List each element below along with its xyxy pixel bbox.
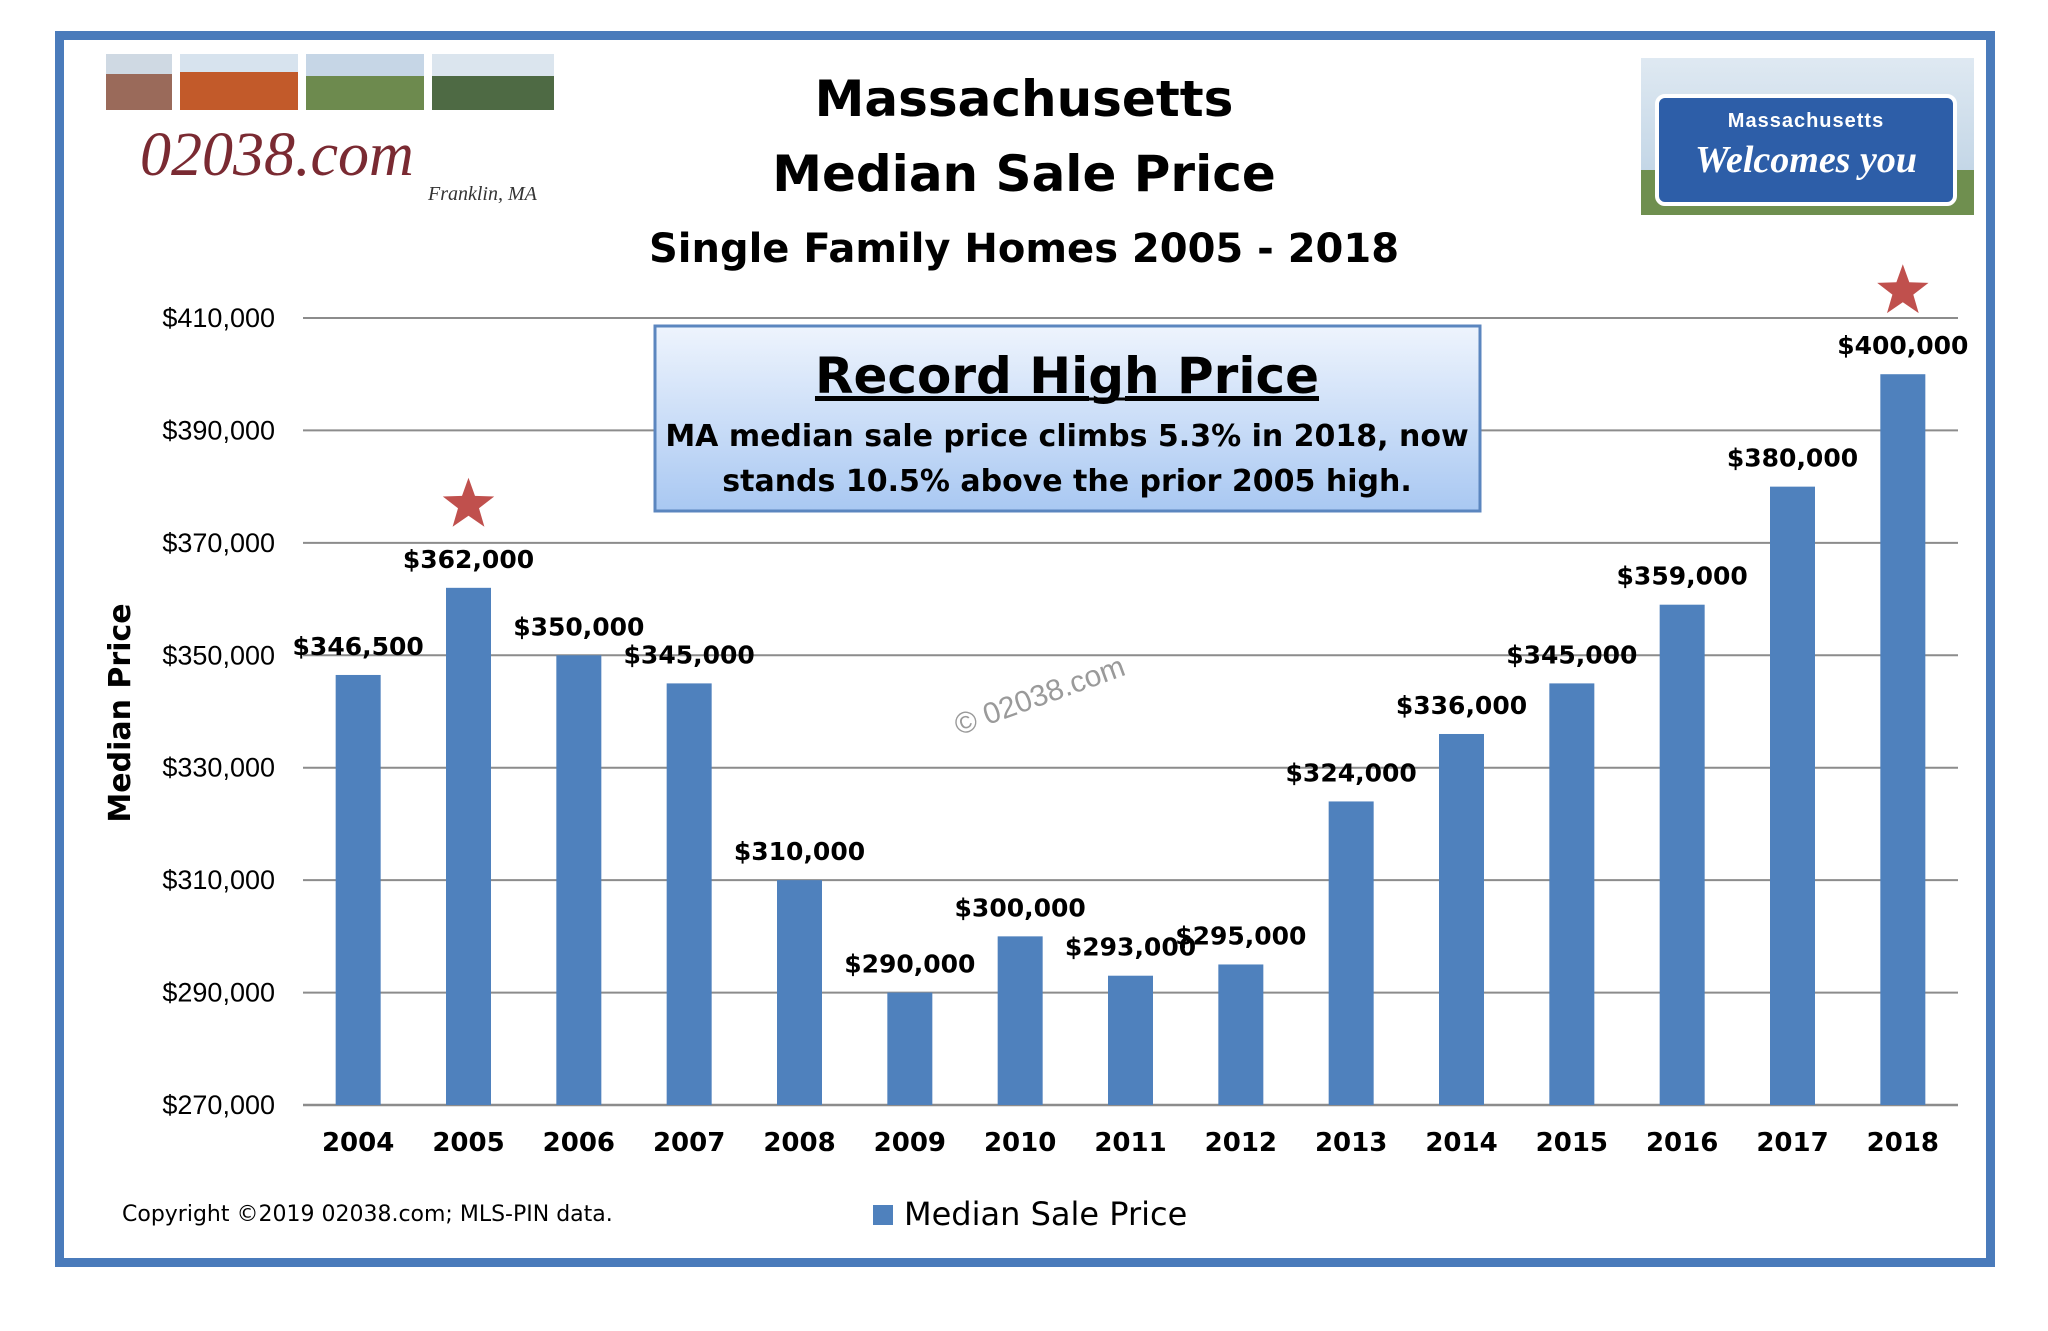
chart-title: Massachusetts	[815, 70, 1234, 128]
photo-thumb-2-sky	[180, 54, 298, 72]
y-tick-label: $330,000	[162, 753, 275, 783]
bar-2006	[556, 655, 602, 1105]
y-axis-ticks: $270,000 $290,000 $310,000 $330,000 $350,000…	[162, 303, 275, 1120]
data-labels: $346,500$362,000$350,000$345,000$310,000…	[293, 331, 1969, 978]
x-tick-label-2009: 2009	[874, 1128, 946, 1158]
sign-top-text: Massachusetts	[1728, 110, 1884, 132]
x-tick-label-2007: 2007	[653, 1128, 725, 1158]
watermark: © 02038.com	[950, 650, 1129, 742]
x-tick-label-2011: 2011	[1094, 1128, 1166, 1158]
sign-board	[1655, 94, 1957, 206]
bar-2012	[1218, 964, 1264, 1105]
data-label-2007: $345,000	[624, 640, 755, 669]
y-tick-label: $410,000	[162, 303, 275, 333]
data-label-2014: $336,000	[1396, 691, 1527, 720]
x-tick-label-2016: 2016	[1646, 1128, 1718, 1158]
copyright-text: Copyright ©2019 02038.com; MLS-PIN data.	[122, 1202, 613, 1227]
legend: Median Sale Price	[873, 1195, 1187, 1233]
bar-2010	[997, 936, 1043, 1105]
y-tick-label: $270,000	[162, 1090, 275, 1120]
x-tick-label-2005: 2005	[432, 1128, 504, 1158]
bar-2017	[1770, 486, 1815, 1106]
photo-thumb-3-sky	[306, 54, 424, 76]
y-axis-title: Median Price	[103, 603, 138, 822]
data-label-2009: $290,000	[844, 950, 975, 979]
data-label-2010: $300,000	[955, 893, 1086, 922]
x-tick-label-2014: 2014	[1425, 1128, 1497, 1158]
data-label-2018: $400,000	[1837, 331, 1968, 360]
x-tick-label-2017: 2017	[1756, 1128, 1828, 1158]
callout-title: Record High Price	[815, 347, 1319, 405]
welcome-sign-image: Massachusetts Welcomes you	[1641, 58, 1974, 215]
bar-2007	[666, 683, 712, 1105]
bar-2018	[1880, 374, 1926, 1105]
x-tick-label-2004: 2004	[322, 1128, 394, 1158]
bar-2014	[1439, 733, 1484, 1105]
x-tick-label-2015: 2015	[1536, 1128, 1608, 1158]
bar-2016	[1659, 604, 1705, 1105]
y-tick-label: $390,000	[162, 415, 275, 445]
bar-2004	[335, 674, 381, 1105]
record-high-callout: Record High Price MA median sale price c…	[653, 324, 1482, 513]
legend-label: Median Sale Price	[904, 1195, 1187, 1233]
star-icon	[442, 477, 495, 527]
data-label-2011: $293,000	[1065, 933, 1196, 962]
logo-text: 02038.com	[140, 121, 414, 189]
bar-2008	[777, 880, 822, 1105]
x-tick-label-2008: 2008	[763, 1128, 835, 1158]
bar-2013	[1328, 801, 1374, 1105]
bar-2009	[887, 992, 933, 1105]
chart-subtitle: Single Family Homes 2005 - 2018	[649, 226, 1399, 272]
y-tick-label: $350,000	[162, 640, 275, 670]
bar-2015	[1549, 683, 1595, 1105]
legend-swatch	[873, 1205, 893, 1225]
x-tick-label-2012: 2012	[1205, 1128, 1277, 1158]
bar-2005	[446, 587, 491, 1105]
highlight-stars	[442, 264, 1929, 527]
bar-2011	[1108, 975, 1153, 1105]
data-label-2005: $362,000	[403, 545, 534, 574]
star-icon	[1877, 264, 1929, 314]
callout-line-1: MA median sale price climbs 5.3% in 2018…	[665, 419, 1468, 454]
x-tick-label-2013: 2013	[1315, 1128, 1387, 1158]
data-label-2013: $324,000	[1286, 758, 1417, 787]
data-label-2017: $380,000	[1727, 444, 1858, 473]
bars	[335, 374, 1926, 1106]
photo-thumb-1-sky	[106, 54, 172, 74]
callout-line-2: stands 10.5% above the prior 2005 high.	[722, 464, 1411, 499]
data-label-2008: $310,000	[734, 837, 865, 866]
data-label-2016: $359,000	[1617, 562, 1748, 591]
site-logo: 02038.com Franklin, MA	[106, 54, 554, 205]
sign-main-text: Welcomes you	[1695, 139, 1917, 181]
y-tick-label: $310,000	[162, 865, 275, 895]
callout-box	[653, 324, 1482, 513]
y-tick-label: $370,000	[162, 528, 275, 558]
x-tick-label-2006: 2006	[543, 1128, 615, 1158]
y-tick-label: $290,000	[162, 978, 275, 1008]
chart-title-line2: Median Sale Price	[772, 145, 1276, 203]
photo-thumb-4-sky	[432, 54, 554, 76]
x-tick-label-2010: 2010	[984, 1128, 1056, 1158]
data-label-2006: $350,000	[513, 612, 644, 641]
data-label-2004: $346,500	[293, 632, 424, 661]
data-label-2012: $295,000	[1175, 921, 1306, 950]
x-tick-label-2018: 2018	[1867, 1128, 1939, 1158]
logo-subtext: Franklin, MA	[427, 183, 538, 205]
x-axis-ticks: 2004 2005 2006 2007 2008 2009 2010 2011 2012 2013…	[322, 1128, 1939, 1158]
data-label-2015: $345,000	[1506, 640, 1637, 669]
